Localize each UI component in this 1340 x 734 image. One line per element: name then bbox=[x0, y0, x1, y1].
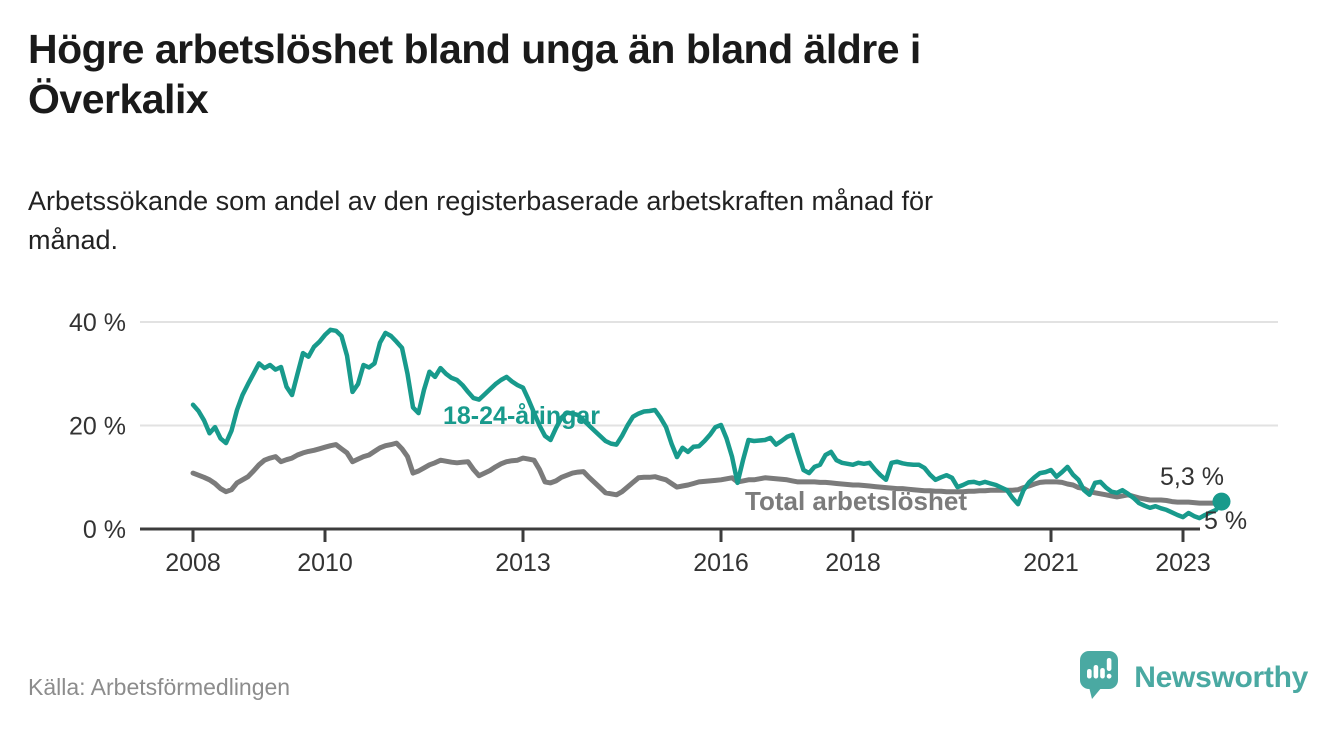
newsworthy-logo-icon bbox=[1079, 650, 1121, 705]
series-line-youth bbox=[190, 327, 1224, 521]
x-tick-label: 2023 bbox=[1155, 549, 1211, 577]
x-tick-label: 2016 bbox=[693, 549, 749, 577]
y-tick-label: 0 % bbox=[83, 516, 126, 544]
series-label-youth: 18-24-åringar bbox=[443, 402, 601, 430]
page-subtitle: Arbetssökande som andel av den registerb… bbox=[28, 186, 934, 256]
x-tick-label: 2021 bbox=[1023, 549, 1079, 577]
y-tick-label: 20 % bbox=[69, 413, 126, 441]
y-tick-label: 40 % bbox=[69, 309, 126, 337]
x-tick-label: 2018 bbox=[825, 549, 881, 577]
newsworthy-logo-text: Newsworthy bbox=[1134, 660, 1308, 694]
end-value-label-total: 5 % bbox=[1204, 507, 1248, 535]
latest-value-dot bbox=[1212, 492, 1231, 511]
page-title: Högre arbetslöshet bland unga än bland ä… bbox=[28, 26, 921, 123]
series-label-total: Total arbetslöshet bbox=[745, 486, 968, 516]
newsworthy-logo: Newsworthy bbox=[1079, 650, 1308, 705]
source-attribution: Källa: Arbetsförmedlingen bbox=[28, 674, 291, 700]
bar-chart-speech-bubble-icon bbox=[1080, 651, 1119, 699]
x-tick-label: 2010 bbox=[297, 549, 353, 577]
end-value-label-youth: 5,3 % bbox=[1160, 463, 1224, 491]
x-tick-label: 2008 bbox=[165, 549, 221, 577]
series-line-total bbox=[190, 440, 1224, 506]
x-tick-label: 2013 bbox=[495, 549, 551, 577]
